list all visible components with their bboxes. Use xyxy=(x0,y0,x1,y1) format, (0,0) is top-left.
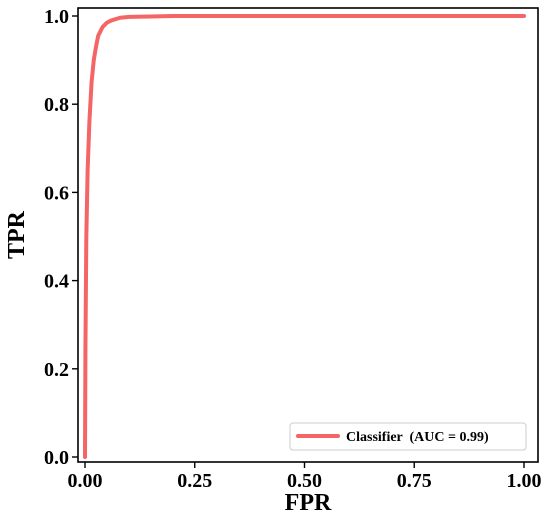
legend-label-classifier: Classifier (AUC = 0.99) xyxy=(346,430,489,445)
y-axis-title: TPR xyxy=(4,210,30,259)
x-tick-label: 0.75 xyxy=(397,470,432,492)
series-layer xyxy=(83,14,526,459)
x-axis-ticks: 0.00 0.25 0.50 0.75 1.00 xyxy=(68,462,542,492)
y-tick-label: 1.0 xyxy=(44,6,69,28)
y-tick-label: 0.8 xyxy=(44,94,69,116)
x-tick-label: 1.00 xyxy=(507,470,542,492)
y-tick-label: 0.6 xyxy=(44,182,69,204)
x-axis-title: FPR xyxy=(285,490,332,516)
legend: Classifier (AUC = 0.99) xyxy=(289,422,527,451)
y-tick-label: 0.2 xyxy=(44,359,69,381)
y-axis-ticks: 0.0 0.2 0.4 0.6 0.8 1.0 xyxy=(44,6,78,469)
legend-box xyxy=(289,422,527,451)
y-tick-label: 0.0 xyxy=(44,447,69,469)
x-tick-label: 0.25 xyxy=(177,470,212,492)
x-tick-label: 0.00 xyxy=(68,470,103,492)
plot-frame xyxy=(77,7,539,463)
y-tick-label: 0.4 xyxy=(44,271,69,293)
x-tick-label: 0.50 xyxy=(287,470,322,492)
roc-curve-line xyxy=(83,14,526,459)
